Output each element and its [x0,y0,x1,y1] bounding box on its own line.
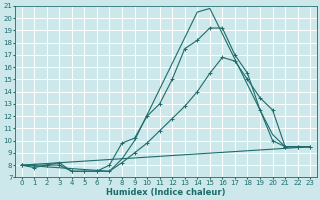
X-axis label: Humidex (Indice chaleur): Humidex (Indice chaleur) [106,188,226,197]
